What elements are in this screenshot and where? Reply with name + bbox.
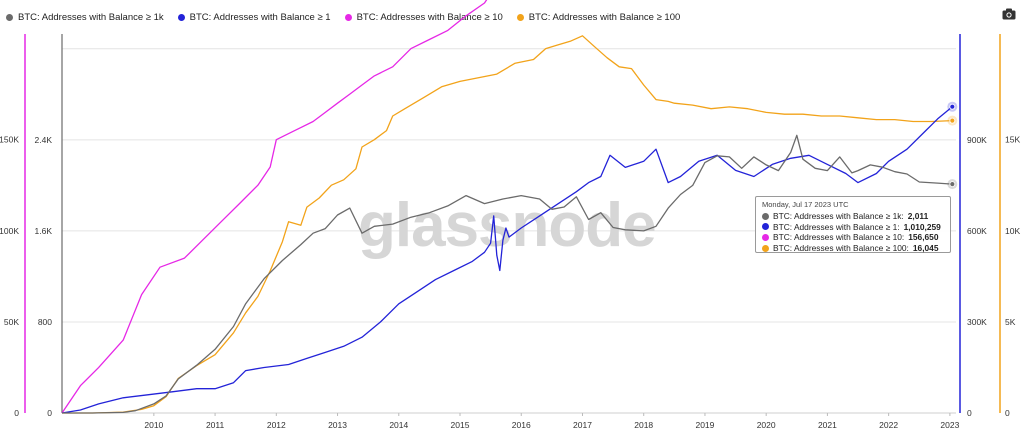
x-tick-label: 2011 bbox=[206, 420, 225, 430]
x-tick-label: 2017 bbox=[573, 420, 592, 430]
tooltip-value: 16,045 bbox=[912, 242, 939, 253]
series-line-blue bbox=[61, 106, 953, 414]
orange-y-tick-label: 5K bbox=[1005, 317, 1016, 327]
gray-y-tick-label: 2.4K bbox=[35, 135, 53, 145]
gray-y-tick-label: 0 bbox=[47, 408, 52, 418]
tooltip-row: BTC: Addresses with Balance ≥ 10: 156,650 bbox=[762, 232, 944, 243]
chart-tooltip: Monday, Jul 17 2023 UTC BTC: Addresses w… bbox=[755, 196, 951, 253]
series-layer bbox=[61, 0, 953, 414]
tooltip-dot-icon bbox=[762, 223, 769, 231]
hover-point-blue bbox=[949, 103, 956, 110]
x-tick-label: 2016 bbox=[512, 420, 531, 430]
legend-item[interactable]: BTC: Addresses with Balance ≥ 10 bbox=[344, 10, 503, 24]
legend-label: BTC: Addresses with Balance ≥ 10 bbox=[356, 11, 503, 23]
gray-y-tick-label: 1.6K bbox=[35, 226, 53, 236]
orange-y-tick-label: 10K bbox=[1005, 226, 1020, 236]
legend-item[interactable]: BTC: Addresses with Balance ≥ 100 bbox=[516, 10, 681, 24]
x-tick-label: 2022 bbox=[879, 420, 898, 430]
chart-grid bbox=[62, 48, 956, 323]
legend-item[interactable]: BTC: Addresses with Balance ≥ 1 bbox=[177, 10, 331, 24]
orange-y-tick-label: 0 bbox=[1005, 408, 1010, 418]
x-tick-label: 2023 bbox=[940, 420, 959, 430]
hover-point-gray bbox=[949, 181, 956, 188]
watermark: glassnode bbox=[358, 191, 656, 260]
blue-y-tick-label: 0 bbox=[967, 408, 972, 418]
legend-label: BTC: Addresses with Balance ≥ 100 bbox=[528, 11, 681, 23]
x-tick-label: 2018 bbox=[634, 420, 653, 430]
tooltip-label: BTC: Addresses with Balance ≥ 10: bbox=[773, 232, 905, 243]
tooltip-row: BTC: Addresses with Balance ≥ 1: 1,010,25… bbox=[762, 222, 944, 233]
legend-dot-icon bbox=[344, 13, 352, 21]
tooltip-label: BTC: Addresses with Balance ≥ 1: bbox=[773, 221, 900, 232]
x-tick-label: 2015 bbox=[451, 420, 470, 430]
series-line-pink bbox=[61, 0, 488, 414]
pink-y-tick-label: 50K bbox=[4, 317, 19, 327]
orange-y-tick-label: 15K bbox=[1005, 135, 1020, 145]
x-tick-label: 2019 bbox=[695, 420, 714, 430]
tooltip-dot-icon bbox=[762, 212, 769, 220]
x-tick-label: 2013 bbox=[328, 420, 347, 430]
tooltip-label: BTC: Addresses with Balance ≥ 1k: bbox=[773, 211, 904, 221]
pink-y-tick-label: 0 bbox=[14, 408, 19, 418]
legend-dot-icon bbox=[516, 13, 524, 21]
x-tick-label: 2010 bbox=[144, 420, 163, 430]
series-end-markers bbox=[947, 101, 958, 190]
gray-y-tick-label: 800 bbox=[38, 317, 52, 327]
blue-y-tick-label: 300K bbox=[967, 317, 987, 327]
x-tick-label: 2021 bbox=[818, 420, 837, 430]
legend-item[interactable]: BTC: Addresses with Balance ≥ 1k bbox=[6, 10, 164, 24]
tooltip-row: BTC: Addresses with Balance ≥ 100: 16,045 bbox=[762, 243, 944, 254]
chart-legend: BTC: Addresses with Balance ≥ 1k BTC: Add… bbox=[6, 10, 680, 24]
tooltip-value: 1,010,259 bbox=[903, 221, 941, 232]
chart-axes: 0 50K 100K 150K 0 800 1.6K 2.4K 0 300K 600K 900K 0 5K… bbox=[0, 34, 1020, 430]
blue-y-tick-label: 600K bbox=[967, 226, 987, 236]
legend-dot-icon bbox=[177, 13, 185, 21]
tooltip-value: 2,011 bbox=[907, 211, 929, 221]
tooltip-dot-icon bbox=[762, 244, 769, 252]
tooltip-value: 156,650 bbox=[908, 232, 939, 243]
pink-y-tick-label: 150K bbox=[0, 135, 19, 145]
tooltip-row: BTC: Addresses with Balance ≥ 1k: 2,011 bbox=[762, 211, 944, 222]
blue-y-tick-label: 900K bbox=[967, 135, 987, 145]
series-line-orange bbox=[62, 35, 953, 414]
x-tick-label: 2014 bbox=[389, 420, 408, 430]
x-tick-label: 2020 bbox=[757, 420, 776, 430]
series-line-gray bbox=[62, 134, 953, 414]
tooltip-dot-icon bbox=[762, 233, 769, 241]
legend-dot-icon bbox=[6, 13, 13, 21]
tooltip-label: BTC: Addresses with Balance ≥ 100: bbox=[773, 242, 909, 253]
legend-label: BTC: Addresses with Balance ≥ 1 bbox=[189, 11, 331, 23]
camera-icon[interactable] bbox=[1002, 8, 1016, 20]
x-tick-label: 2012 bbox=[267, 420, 286, 430]
pink-y-tick-label: 100K bbox=[0, 226, 19, 236]
legend-label: BTC: Addresses with Balance ≥ 1k bbox=[18, 11, 164, 23]
hover-point-orange bbox=[949, 117, 956, 124]
tooltip-date: Monday, Jul 17 2023 UTC bbox=[762, 200, 849, 209]
